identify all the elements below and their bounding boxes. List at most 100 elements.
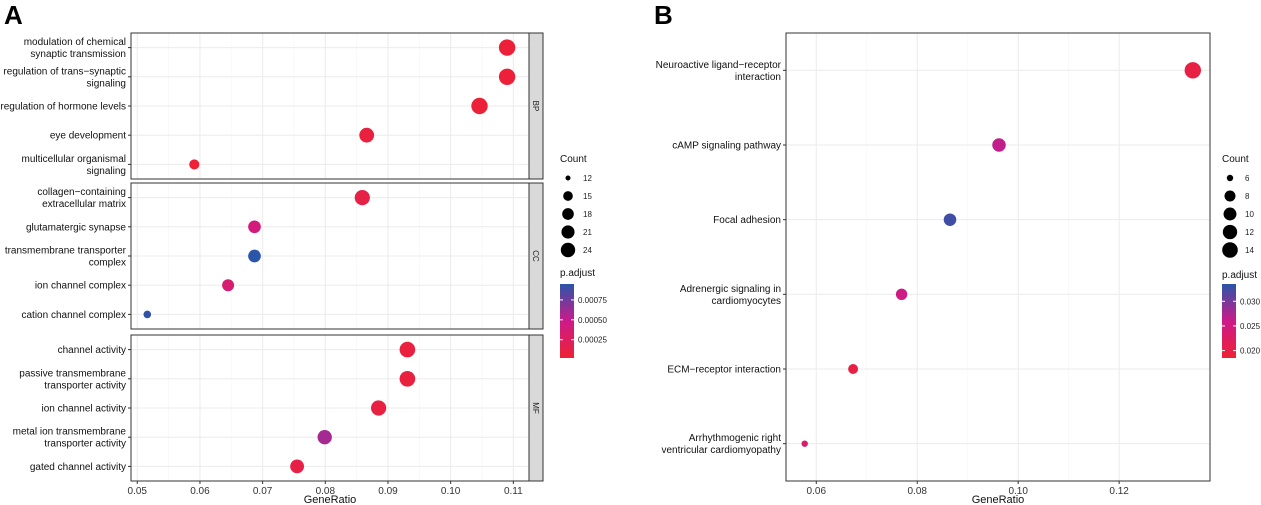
size-legend-label: 12 bbox=[583, 174, 592, 183]
size-legend-dot bbox=[1222, 242, 1238, 258]
term-label: signaling bbox=[87, 78, 126, 89]
data-point bbox=[290, 459, 305, 474]
data-point bbox=[992, 138, 1006, 152]
term-label: eye development bbox=[50, 131, 126, 142]
facet-strip bbox=[528, 182, 544, 330]
color-legend-label: 0.025 bbox=[1240, 322, 1261, 331]
x-tick-label: 0.10 bbox=[1008, 486, 1028, 497]
term-label: glutamatergic synapse bbox=[26, 222, 126, 233]
term-label: ion channel complex bbox=[35, 281, 126, 292]
data-point bbox=[895, 288, 908, 300]
data-point bbox=[1184, 62, 1202, 79]
facet-mf: channel activity passive transmembranetra… bbox=[13, 334, 544, 482]
term-label: complex bbox=[89, 258, 126, 269]
size-legend-label: 14 bbox=[1245, 246, 1254, 255]
data-point bbox=[370, 400, 387, 416]
term-label: ECM−receptor interaction bbox=[667, 365, 781, 376]
term-label: Neuroactive ligand−receptor bbox=[656, 60, 782, 71]
data-point bbox=[248, 220, 261, 234]
data-point bbox=[399, 370, 416, 387]
color-legend-label: 0.030 bbox=[1240, 297, 1261, 306]
data-point bbox=[498, 68, 516, 86]
size-legend-label: 8 bbox=[1245, 192, 1250, 201]
panel-background bbox=[786, 33, 1210, 481]
term-label: transporter activity bbox=[44, 380, 126, 391]
x-axis-title: GeneRatio bbox=[972, 494, 1025, 505]
facet-strip bbox=[528, 334, 544, 482]
x-axis-title: GeneRatio bbox=[304, 494, 357, 505]
data-point bbox=[354, 189, 370, 206]
term-label: extracellular matrix bbox=[42, 199, 126, 210]
term-label: Focal adhesion bbox=[713, 215, 781, 226]
term-label: regulation of hormone levels bbox=[0, 102, 126, 113]
size-legend-label: 6 bbox=[1245, 174, 1250, 183]
data-point bbox=[498, 39, 516, 56]
term-label: multicellular organismal bbox=[22, 154, 126, 165]
facet-strip-label: BP bbox=[531, 101, 540, 112]
size-legend-label: 24 bbox=[583, 246, 592, 255]
size-legend-dot bbox=[565, 175, 571, 181]
term-label: ion channel activity bbox=[42, 404, 127, 415]
panel-label-a: A bbox=[4, 0, 23, 30]
data-point bbox=[943, 213, 957, 226]
size-legend-label: 21 bbox=[583, 228, 592, 237]
term-label: synaptic transmission bbox=[30, 49, 126, 60]
facet-strip bbox=[528, 32, 544, 180]
data-point bbox=[471, 97, 488, 115]
x-tick-label: 0.08 bbox=[316, 486, 336, 497]
size-legend-dot bbox=[1224, 190, 1236, 202]
data-point bbox=[222, 279, 235, 292]
size-legend-dot bbox=[560, 242, 576, 258]
term-label: modulation of chemical bbox=[24, 37, 126, 48]
size-legend-dot bbox=[1223, 207, 1237, 221]
term-label: passive transmembrane bbox=[19, 368, 126, 379]
size-legend-label: 15 bbox=[583, 192, 592, 201]
color-legend-title: p.adjust bbox=[1222, 270, 1257, 281]
data-point bbox=[801, 440, 808, 447]
data-point bbox=[248, 249, 261, 263]
panel-label-b: B bbox=[654, 0, 673, 30]
x-tick-label: 0.09 bbox=[378, 486, 398, 497]
term-label: collagen−containing bbox=[37, 187, 126, 198]
term-label: gated channel activity bbox=[30, 462, 126, 473]
panel-border bbox=[785, 32, 1211, 482]
x-tick-label: 0.12 bbox=[1109, 486, 1129, 497]
size-legend-title: Count bbox=[1222, 154, 1249, 165]
term-label: transmembrane transporter bbox=[5, 246, 127, 257]
size-legend-label: 12 bbox=[1245, 228, 1254, 237]
term-label: ventricular cardiomyopathy bbox=[662, 445, 782, 456]
data-point bbox=[189, 159, 200, 170]
size-legend-dot bbox=[1226, 174, 1234, 182]
x-tick-label: 0.05 bbox=[128, 486, 148, 497]
data-point bbox=[848, 364, 859, 374]
term-label: Adrenergic signaling in bbox=[680, 284, 781, 295]
color-legend-label: 0.00050 bbox=[578, 316, 607, 325]
term-label: cation channel complex bbox=[21, 310, 126, 321]
term-label: interaction bbox=[735, 72, 781, 83]
x-tick-label: 0.08 bbox=[908, 486, 928, 497]
color-legend-label: 0.00075 bbox=[578, 296, 607, 305]
data-point bbox=[359, 127, 375, 143]
term-label: cAMP signaling pathway bbox=[672, 141, 781, 152]
size-legend-dot bbox=[563, 191, 573, 201]
x-tick-label: 0.07 bbox=[253, 486, 273, 497]
color-legend-label: 0.020 bbox=[1240, 347, 1261, 356]
size-legend-dot bbox=[561, 225, 575, 239]
size-legend-dot bbox=[562, 208, 574, 220]
size-legend-dot bbox=[1222, 224, 1238, 240]
x-tick-label: 0.10 bbox=[441, 486, 461, 497]
term-label: Arrhythmogenic right bbox=[689, 433, 781, 444]
data-point bbox=[399, 341, 416, 358]
x-tick-label: 0.06 bbox=[190, 486, 210, 497]
color-legend-bar bbox=[560, 284, 574, 358]
term-label: channel activity bbox=[58, 345, 126, 356]
term-label: cardiomyocytes bbox=[712, 296, 781, 307]
data-point bbox=[317, 430, 332, 445]
facet-strip-label: CC bbox=[531, 250, 540, 262]
x-tick-label: 0.11 bbox=[504, 486, 523, 497]
